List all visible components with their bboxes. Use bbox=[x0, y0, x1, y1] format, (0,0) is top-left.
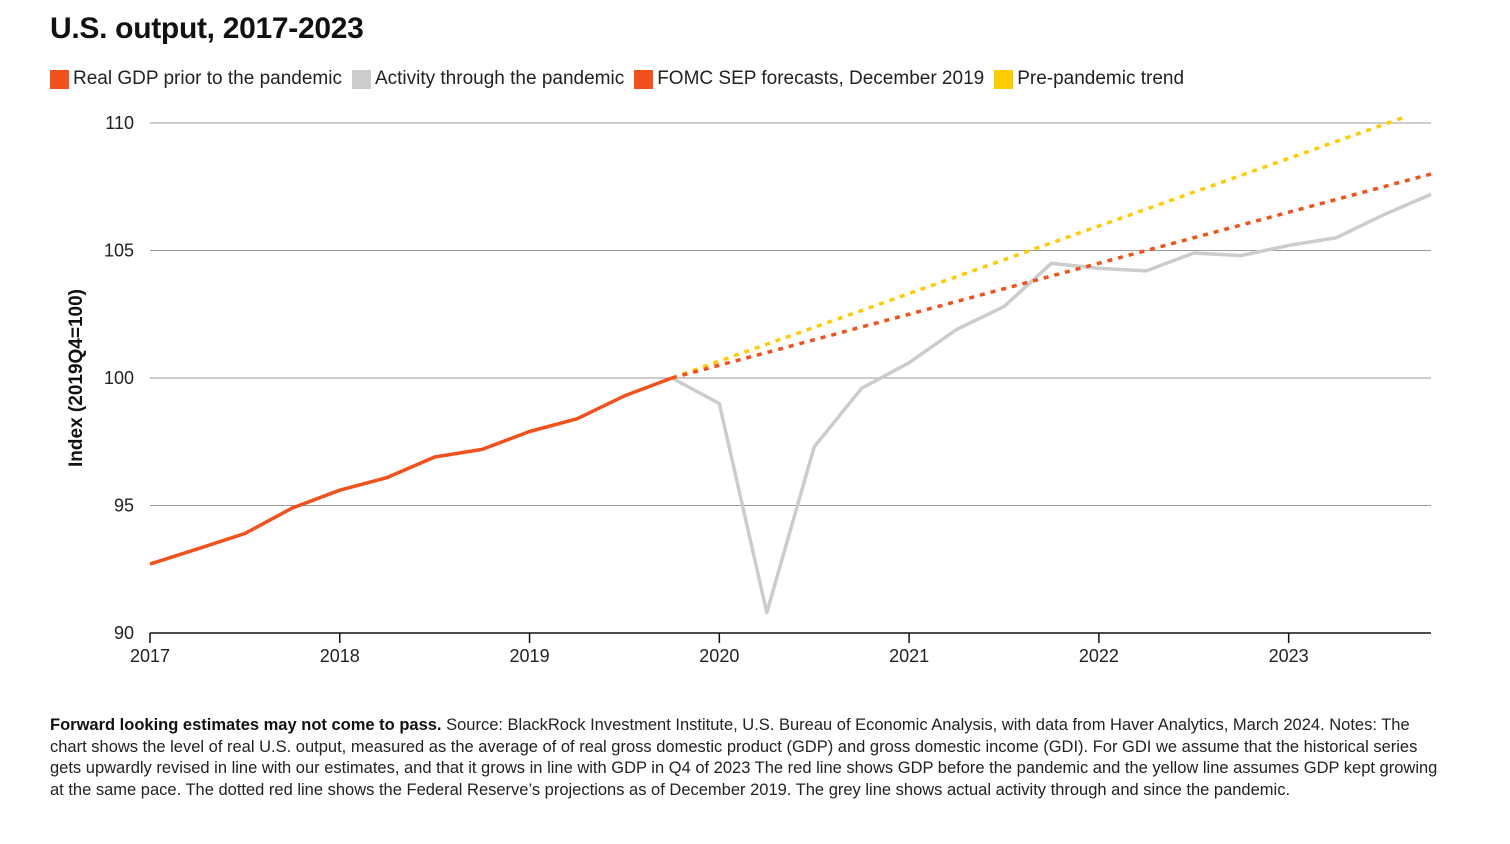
x-tick-label-2018: 2018 bbox=[320, 646, 360, 666]
series-line-3 bbox=[671, 116, 1404, 380]
legend-swatch-fomc bbox=[634, 69, 654, 89]
y-tick-label-105: 105 bbox=[104, 241, 134, 261]
legend-label-activity: Activity through the pandemic bbox=[374, 68, 625, 89]
y-axis-title: Index (2019Q4=100) bbox=[66, 289, 87, 467]
y-tick-label-90: 90 bbox=[114, 623, 134, 643]
legend-label-real-gdp: Real GDP prior to the pandemic bbox=[73, 68, 342, 89]
legend-swatch-trend bbox=[994, 69, 1014, 89]
y-tick-label-100: 100 bbox=[104, 368, 134, 388]
legend-item-trend: Pre-pandemic trend bbox=[994, 68, 1184, 90]
chart-title: U.S. output, 2017-2023 bbox=[50, 12, 364, 45]
legend-item-fomc: FOMC SEP forecasts, December 2019 bbox=[634, 68, 984, 90]
legend-label-trend: Pre-pandemic trend bbox=[1017, 68, 1185, 89]
x-tick-label-2023: 2023 bbox=[1269, 646, 1309, 666]
legend-label-fomc: FOMC SEP forecasts, December 2019 bbox=[657, 68, 985, 89]
legend-swatch-activity bbox=[351, 69, 371, 89]
axes bbox=[149, 632, 1431, 643]
x-tick-label-2017: 2017 bbox=[130, 646, 170, 666]
y-tick-label-110: 110 bbox=[105, 113, 134, 133]
legend-swatch-real-gdp bbox=[50, 69, 69, 89]
legend-item-real-gdp: Real GDP prior to the pandemic bbox=[50, 68, 342, 90]
series-line-0 bbox=[149, 376, 673, 566]
y-tick-label-95: 95 bbox=[114, 496, 134, 516]
series-lines bbox=[149, 116, 1432, 615]
legend-item-activity: Activity through the pandemic bbox=[351, 68, 625, 90]
legend: Real GDP prior to the pandemic Activity … bbox=[50, 68, 1194, 90]
tick-labels: 90 95 100 105 110 2017 2018 2019 2020 2021 2022 202… bbox=[104, 113, 1309, 666]
x-tick-label-2021: 2021 bbox=[889, 646, 929, 666]
footnote-text: Source: BlackRock Investment Institute, … bbox=[50, 716, 1438, 799]
x-tick-label-2019: 2019 bbox=[510, 646, 550, 666]
x-tick-label-2022: 2022 bbox=[1079, 646, 1119, 666]
series-line-1 bbox=[671, 192, 1432, 615]
footnote: Forward looking estimates may not come t… bbox=[50, 715, 1450, 801]
x-tick-label-2020: 2020 bbox=[699, 646, 739, 666]
footnote-disclaimer: Forward looking estimates may not come t… bbox=[50, 716, 442, 734]
gridlines bbox=[150, 122, 1431, 506]
series-line-2 bbox=[671, 172, 1432, 380]
line-chart: 90 95 100 105 110 2017 2018 2019 2020 2021 2022 202… bbox=[66, 113, 1432, 666]
